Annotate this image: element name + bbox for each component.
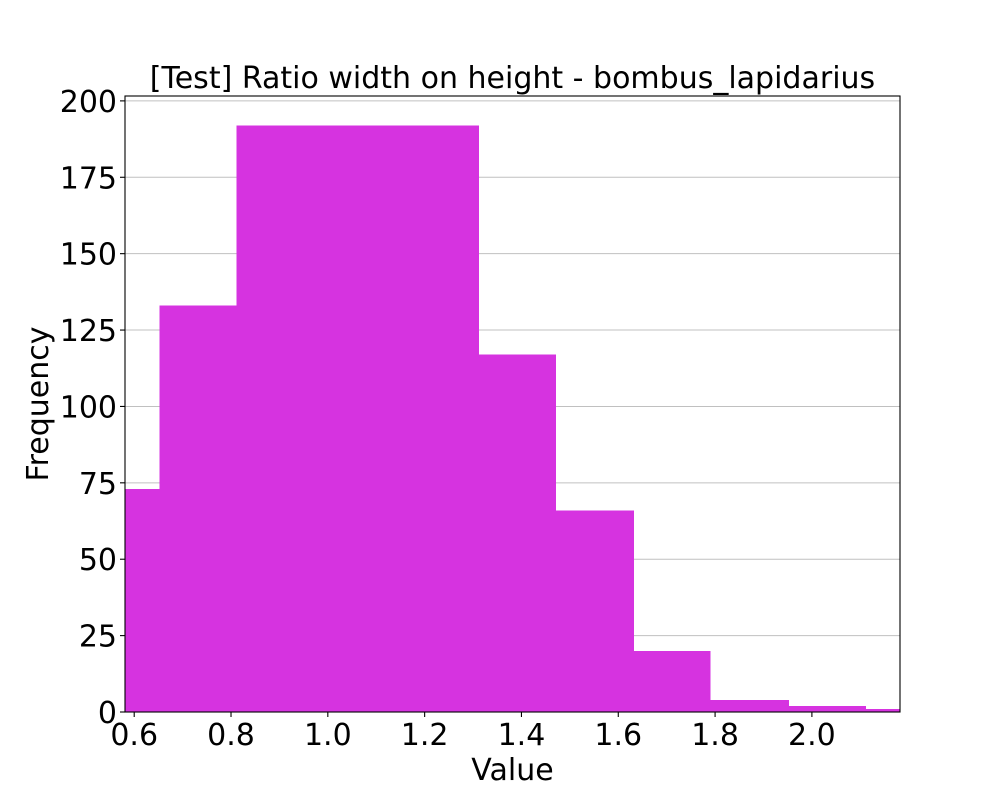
x-tick-label: 0.8: [207, 718, 255, 753]
y-tick-label: 150: [60, 238, 117, 273]
histogram-bar: [866, 708, 900, 712]
x-tick-label: 2.0: [788, 718, 836, 753]
chart-title: [Test] Ratio width on height - bombus_la…: [150, 61, 875, 96]
x-tick-label: 1.2: [401, 718, 449, 753]
axis-ticks: [120, 100, 813, 717]
y-tick-label: 25: [79, 620, 117, 655]
y-tick-label: 175: [60, 161, 117, 196]
tick-labels: 0 25 50 75 100 125 150 175 200 0.6 0.8 1.0 1.2 1.4 1.6…: [60, 85, 836, 753]
histogram-bar: [633, 650, 711, 712]
x-tick-label: 1.4: [498, 718, 546, 753]
histogram-bars: [125, 125, 900, 713]
y-tick-label: 50: [79, 543, 117, 578]
x-tick-label: 1.0: [304, 718, 352, 753]
x-axis-label: Value: [471, 753, 553, 788]
histogram-bar: [789, 705, 867, 712]
y-tick-label: 125: [60, 314, 117, 349]
plot-frame: [124, 95, 901, 713]
y-tick-label: 0: [98, 696, 117, 731]
y-tick-label: 200: [60, 85, 117, 120]
x-tick-label: 1.8: [691, 718, 739, 753]
x-tick-label: 0.6: [110, 718, 158, 753]
y-tick-label: 100: [60, 390, 117, 425]
histogram-bar: [478, 354, 556, 712]
histogram-bar: [159, 305, 237, 712]
histogram-bar: [555, 510, 634, 712]
y-tick-label: 75: [79, 467, 117, 502]
histogram-bar: [236, 125, 479, 713]
x-tick-label: 1.6: [594, 718, 642, 753]
histogram-bar: [710, 699, 790, 712]
histogram-bar: [125, 488, 160, 712]
y-axis-label: Frequency: [21, 327, 56, 482]
